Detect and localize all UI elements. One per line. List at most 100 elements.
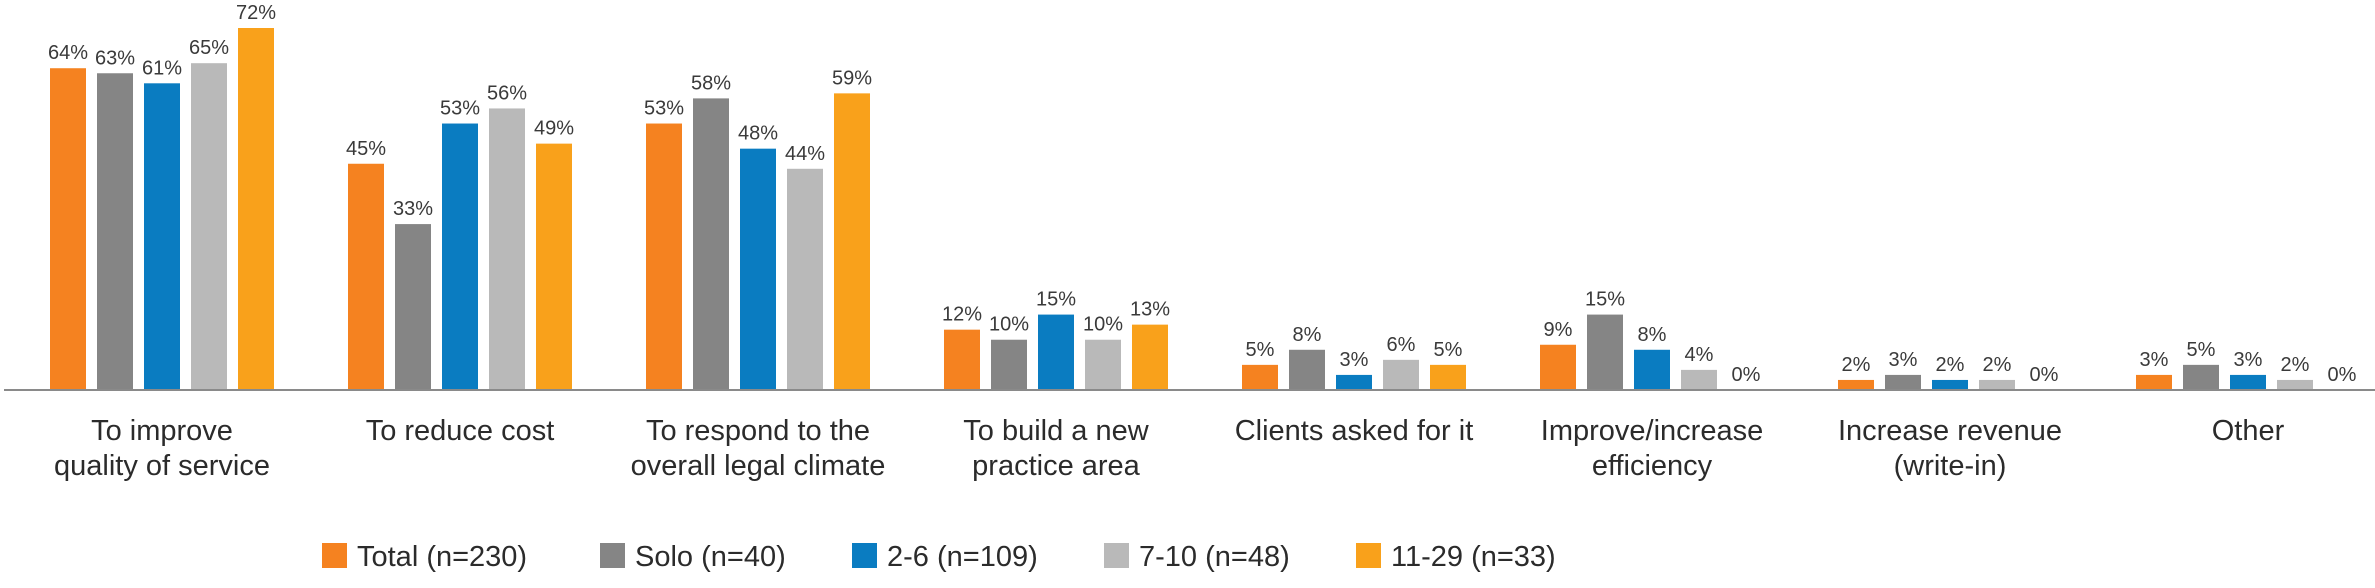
bar-5-2 (1634, 349, 1670, 390)
bar-4-1 (1289, 349, 1325, 390)
data-label-1-1: 33% (393, 198, 433, 220)
category-label-line: Increase revenue (1838, 415, 2062, 447)
data-label-3-3: 10% (1083, 314, 1123, 336)
bar-1-1 (395, 224, 431, 390)
bar-0-2 (144, 83, 180, 391)
category-labels-layer: To improve quality of service To reduce co… (54, 415, 2285, 482)
legend-swatch (1104, 543, 1129, 568)
legend-label: 7-10 (n=48) (1139, 541, 1290, 573)
category-label-line: Other (2212, 415, 2285, 447)
category-label-3: To build a new practice area (963, 415, 1149, 482)
bar-3-4 (1132, 324, 1168, 390)
category-label-0: To improve quality of service (54, 415, 270, 482)
bar-7-0 (2136, 374, 2172, 390)
data-label-2-0: 53% (644, 98, 684, 120)
bar-6-0 (1838, 379, 1874, 390)
data-label-2-1: 58% (691, 72, 731, 94)
legend-swatch (600, 543, 625, 568)
bar-2-1 (693, 98, 729, 390)
category-label-7: Other (2212, 415, 2285, 447)
bar-5-3 (1681, 369, 1717, 390)
category-label-line: To respond to the (646, 415, 870, 447)
data-label-0-1: 63% (95, 47, 135, 69)
legend-item-2: 2-6 (n=109) (852, 541, 1038, 573)
bar-2-0 (646, 123, 682, 391)
category-label-line: overall legal climate (631, 450, 886, 482)
bar-5-1 (1587, 314, 1623, 390)
legend: Total (n=230) Solo (n=40) 2-6 (n=109) 7-10 … (322, 541, 1556, 573)
data-label-3-0: 12% (942, 304, 982, 326)
data-label-3-2: 15% (1036, 289, 1076, 311)
category-label-line: To improve (91, 415, 233, 447)
data-label-6-3: 2% (1983, 354, 2012, 376)
legend-label: Solo (n=40) (635, 541, 786, 573)
legend-item-3: 7-10 (n=48) (1104, 541, 1290, 573)
data-label-1-2: 53% (440, 98, 480, 120)
data-label-4-3: 6% (1387, 334, 1416, 356)
bar-1-2 (442, 123, 478, 391)
data-labels-layer: 64% 63% 61% 65% 72% 45% 33% 53% 56% 49% 53% 58% 48% 4… (48, 2, 2357, 386)
data-label-7-3: 2% (2281, 354, 2310, 376)
bar-2-4 (834, 93, 870, 390)
data-label-6-4: 0% (2030, 364, 2059, 386)
bar-3-3 (1085, 339, 1121, 390)
data-label-1-4: 49% (534, 118, 574, 140)
bar-4-4 (1430, 364, 1466, 390)
data-label-7-2: 3% (2234, 349, 2263, 371)
bar-2-3 (787, 168, 823, 390)
data-label-7-1: 5% (2187, 339, 2216, 361)
data-label-2-4: 59% (832, 67, 872, 89)
data-label-4-0: 5% (1246, 339, 1275, 361)
category-label-1: To reduce cost (366, 415, 555, 447)
bars-layer (50, 28, 2313, 391)
bar-4-3 (1383, 359, 1419, 390)
data-label-4-4: 5% (1434, 339, 1463, 361)
data-label-6-0: 2% (1842, 354, 1871, 376)
bar-0-3 (191, 63, 227, 390)
legend-item-4: 11-29 (n=33) (1356, 541, 1556, 573)
data-label-0-3: 65% (189, 37, 229, 59)
data-label-5-3: 4% (1685, 344, 1714, 366)
legend-label: Total (n=230) (357, 541, 527, 573)
data-label-1-3: 56% (487, 82, 527, 104)
bar-3-1 (991, 339, 1027, 390)
data-label-5-1: 15% (1585, 289, 1625, 311)
category-label-2: To respond to the overall legal climate (631, 415, 886, 482)
legend-item-1: Solo (n=40) (600, 541, 786, 573)
bar-6-1 (1885, 374, 1921, 390)
category-label-6: Increase revenue (write-in) (1838, 415, 2062, 482)
bar-1-0 (348, 163, 384, 390)
legend-swatch (1356, 543, 1381, 568)
data-label-7-4: 0% (2328, 364, 2357, 386)
bar-3-2 (1038, 314, 1074, 390)
bar-1-4 (536, 143, 572, 390)
data-label-5-0: 9% (1544, 319, 1573, 341)
bar-3-0 (944, 329, 980, 390)
bar-7-1 (2183, 364, 2219, 390)
category-label-line: practice area (972, 450, 1141, 482)
category-label-line: Clients asked for it (1235, 415, 1474, 447)
bar-1-3 (489, 108, 525, 390)
legend-swatch (852, 543, 877, 568)
data-label-2-2: 48% (738, 123, 778, 145)
data-label-5-2: 8% (1638, 324, 1667, 346)
category-label-line: To reduce cost (366, 415, 555, 447)
bar-6-3 (1979, 379, 2015, 390)
legend-swatch (322, 543, 347, 568)
category-label-line: Improve/increase (1541, 415, 1763, 447)
bar-6-2 (1932, 379, 1968, 390)
data-label-0-2: 61% (142, 57, 182, 79)
data-label-0-0: 64% (48, 42, 88, 64)
bar-7-2 (2230, 374, 2266, 390)
category-label-line: efficiency (1592, 450, 1713, 482)
data-label-5-4: 0% (1732, 364, 1761, 386)
legend-item-0: Total (n=230) (322, 541, 527, 573)
data-label-3-4: 13% (1130, 299, 1170, 321)
bar-0-4 (238, 28, 274, 390)
data-label-6-1: 3% (1889, 349, 1918, 371)
bar-7-3 (2277, 379, 2313, 390)
category-label-line: (write-in) (1894, 450, 2007, 482)
bar-4-2 (1336, 374, 1372, 390)
data-label-1-0: 45% (346, 138, 386, 160)
